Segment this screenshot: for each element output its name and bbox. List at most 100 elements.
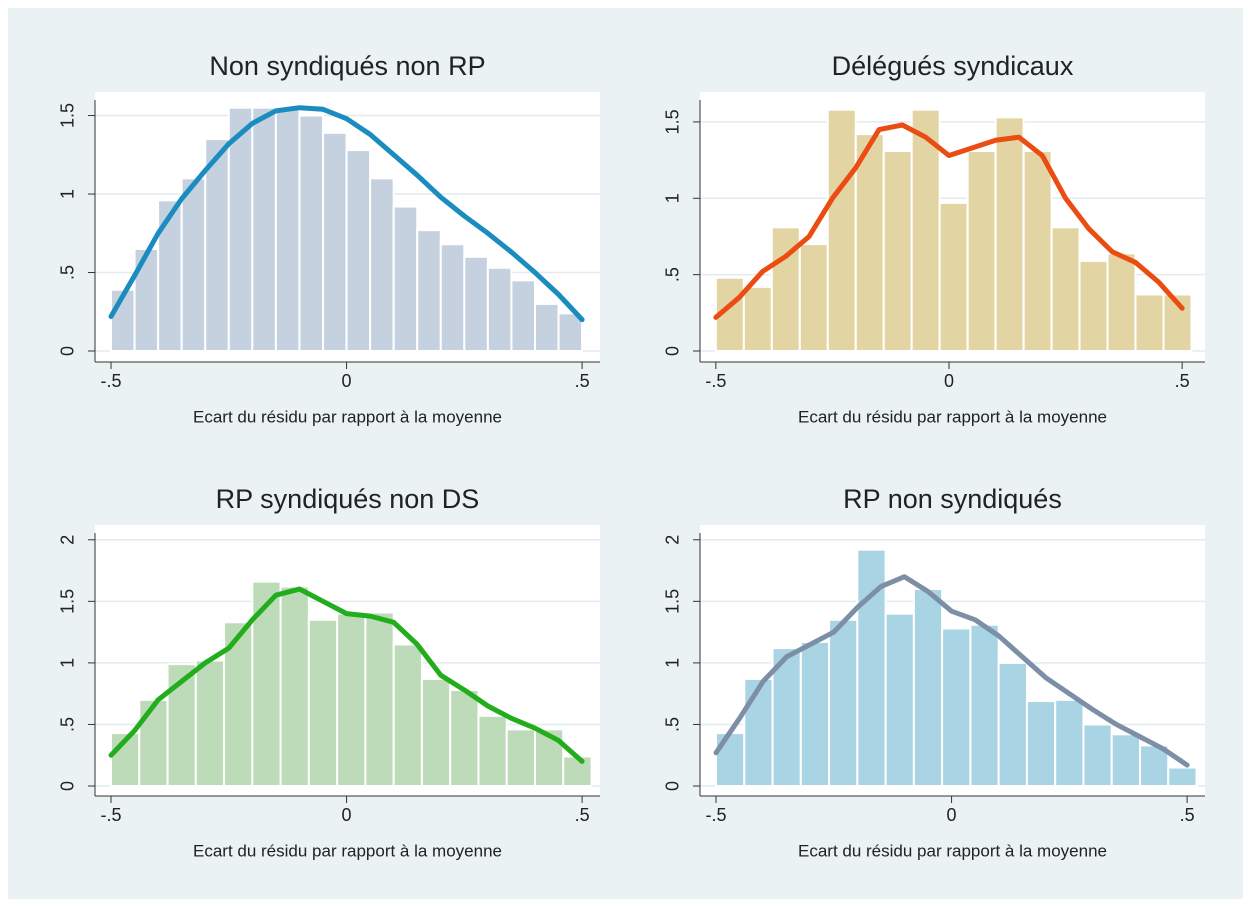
x-tick-label: 0 bbox=[342, 805, 352, 825]
histogram-bar bbox=[994, 116, 1025, 353]
histogram-bar bbox=[227, 106, 254, 353]
y-tick-label: 1.5 bbox=[663, 109, 683, 134]
density-line bbox=[108, 105, 585, 323]
histogram-bar bbox=[194, 659, 226, 788]
histogram-bar bbox=[486, 266, 513, 353]
y-tick-label: 0 bbox=[663, 781, 683, 791]
histogram-bar bbox=[392, 205, 419, 353]
histogram-bar bbox=[1134, 293, 1165, 353]
histogram-bar bbox=[533, 302, 560, 353]
histogram-bar bbox=[274, 106, 301, 353]
x-tick-label: .5 bbox=[1180, 805, 1195, 825]
histogram-bar bbox=[364, 611, 395, 788]
density-line bbox=[108, 586, 585, 764]
y-tick-label: .5 bbox=[58, 265, 78, 280]
histogram-bar bbox=[420, 677, 452, 788]
histogram-bar bbox=[204, 138, 230, 353]
y-tick-label: .5 bbox=[663, 717, 683, 732]
histogram-bar bbox=[449, 688, 480, 788]
histogram-bar bbox=[912, 588, 944, 788]
x-axis-label: Ecart du résidu par rapport à la moyenne bbox=[798, 841, 1107, 860]
histogram-bar bbox=[1167, 766, 1198, 788]
histogram-bar bbox=[938, 201, 969, 353]
panel-title: Non syndiqués non RP bbox=[209, 51, 485, 81]
y-tick-label: 1 bbox=[58, 658, 78, 668]
histogram-bar bbox=[826, 108, 857, 353]
histogram-bar bbox=[336, 612, 367, 788]
histogram-bar bbox=[798, 243, 829, 353]
y-tick-label: 0 bbox=[663, 346, 683, 356]
histogram-bar bbox=[180, 177, 207, 353]
histogram-bar bbox=[966, 149, 997, 353]
histogram-bar bbox=[742, 285, 773, 353]
x-tick-label: .5 bbox=[575, 371, 590, 391]
histogram-bar bbox=[251, 106, 277, 353]
histogram-bar bbox=[799, 640, 831, 788]
histogram-bar bbox=[715, 732, 746, 788]
histogram-bar bbox=[828, 618, 859, 788]
histogram-bar bbox=[307, 618, 339, 788]
x-tick-label: .5 bbox=[1175, 371, 1190, 391]
histogram-bar bbox=[941, 627, 972, 788]
histogram-bar bbox=[1106, 252, 1137, 353]
x-axis-label: Ecart du résidu par rapport à la moyenne bbox=[798, 407, 1107, 426]
histogram-bar bbox=[854, 133, 885, 353]
x-tick-label: 0 bbox=[342, 371, 352, 391]
y-tick-label: 1.5 bbox=[58, 103, 78, 128]
histogram-bar bbox=[1022, 149, 1053, 353]
histogram-bar bbox=[477, 714, 508, 788]
x-axis-label: Ecart du résidu par rapport à la moyenne bbox=[193, 407, 502, 426]
y-tick-label: .5 bbox=[58, 717, 78, 732]
density-line bbox=[713, 574, 1190, 768]
x-tick-label: -.5 bbox=[101, 371, 122, 391]
histogram-bar bbox=[1110, 733, 1141, 788]
histogram-bar bbox=[997, 661, 1028, 788]
x-tick-label: -.5 bbox=[705, 371, 726, 391]
histogram-bar bbox=[1025, 700, 1057, 788]
histogram-bar bbox=[279, 585, 310, 788]
histogram-bar bbox=[392, 643, 423, 788]
y-tick-label: 2 bbox=[58, 535, 78, 545]
histogram-bar bbox=[251, 580, 282, 788]
density-line bbox=[713, 122, 1185, 320]
histogram-bar bbox=[1054, 698, 1085, 788]
histogram-bar bbox=[1078, 259, 1109, 353]
histogram-bar bbox=[416, 229, 442, 353]
histogram-bar bbox=[882, 149, 913, 353]
panel-title: RP syndiqués non DS bbox=[216, 484, 480, 514]
y-tick-label: 1.5 bbox=[663, 589, 683, 614]
histogram-bar bbox=[969, 623, 1000, 788]
histogram-bar bbox=[138, 698, 169, 788]
histogram-bar bbox=[369, 177, 395, 353]
y-tick-label: .5 bbox=[663, 267, 683, 282]
histogram-bar bbox=[505, 728, 536, 788]
x-tick-label: 0 bbox=[944, 371, 954, 391]
histogram-bar bbox=[157, 199, 183, 353]
panel-title: RP non syndiqués bbox=[843, 484, 1062, 514]
x-tick-label: .5 bbox=[575, 805, 590, 825]
y-tick-label: 1.5 bbox=[58, 589, 78, 614]
histogram-bar bbox=[743, 677, 774, 788]
histogram-bar bbox=[562, 755, 593, 788]
y-tick-label: 0 bbox=[58, 781, 78, 791]
histogram-bar bbox=[439, 243, 466, 353]
histogram-bar bbox=[557, 312, 584, 353]
y-tick-label: 0 bbox=[58, 346, 78, 356]
y-tick-label: 1 bbox=[58, 189, 78, 199]
histogram-bar bbox=[510, 279, 536, 353]
panel-title: Délégués syndicaux bbox=[832, 51, 1074, 81]
y-tick-label: 1 bbox=[663, 658, 683, 668]
histogram-bar bbox=[884, 612, 915, 788]
x-tick-label: -.5 bbox=[706, 805, 727, 825]
x-tick-label: -.5 bbox=[101, 805, 122, 825]
histogram-bar bbox=[298, 114, 325, 353]
histogram-bar bbox=[771, 647, 802, 788]
histogram-bar bbox=[1050, 226, 1081, 353]
x-tick-label: 0 bbox=[947, 805, 957, 825]
y-tick-label: 1 bbox=[663, 193, 683, 203]
x-axis-label: Ecart du résidu par rapport à la moyenne bbox=[193, 841, 502, 860]
histogram-bar bbox=[345, 149, 372, 353]
histogram-bar bbox=[1082, 723, 1113, 788]
histogram-bar bbox=[322, 131, 348, 353]
